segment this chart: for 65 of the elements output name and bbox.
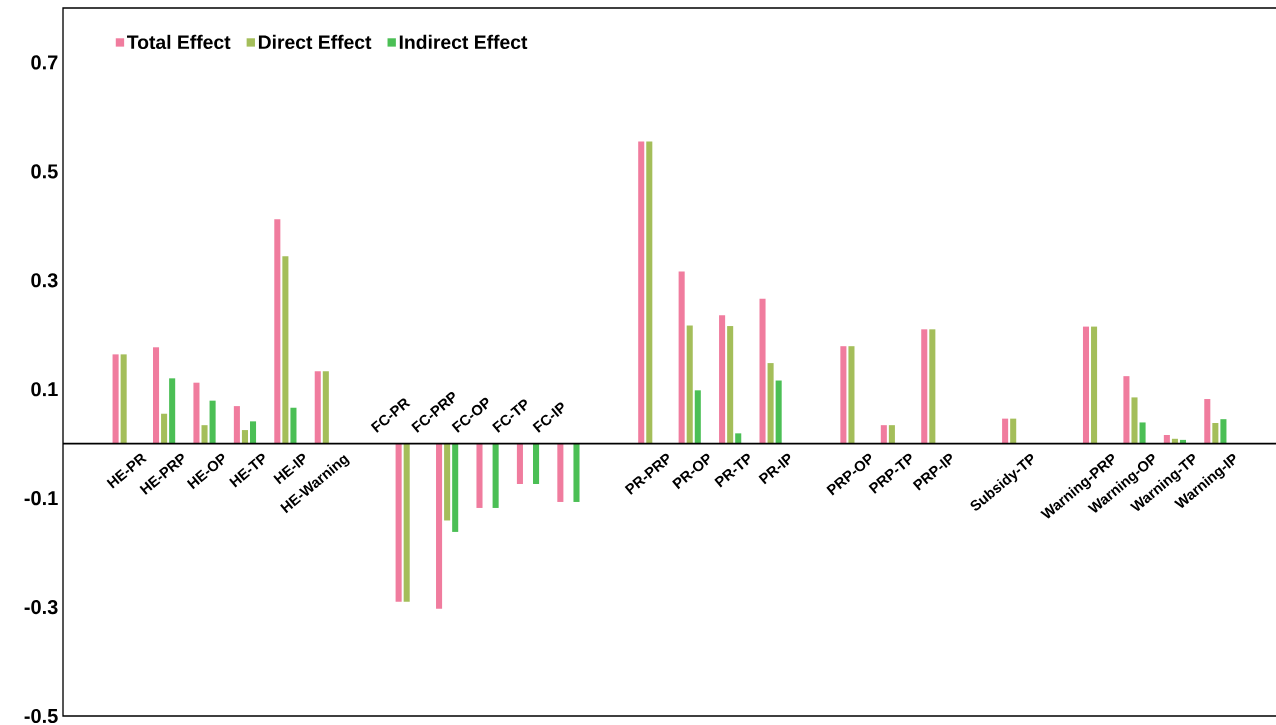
- bar: [1123, 376, 1130, 444]
- bar: [476, 443, 483, 508]
- bar: [759, 298, 766, 444]
- bar: [1091, 326, 1098, 444]
- bar: [848, 346, 855, 444]
- bar: [120, 354, 127, 444]
- bar: [233, 406, 240, 444]
- bar: [1212, 422, 1219, 444]
- bar: [241, 430, 248, 444]
- bar: [1002, 418, 1009, 444]
- bar: [573, 443, 580, 502]
- bar: [282, 256, 289, 444]
- bar: [735, 433, 742, 444]
- bar: [152, 347, 160, 444]
- bar: [112, 354, 119, 444]
- bar: [929, 329, 936, 444]
- bar: [452, 443, 459, 532]
- y-tick-label: 0.7: [31, 55, 58, 70]
- y-tick-label: 0.5: [31, 164, 58, 179]
- bar: [678, 271, 685, 444]
- bar: [161, 413, 168, 444]
- bar: [767, 363, 774, 444]
- bar: [646, 141, 653, 444]
- bar: [395, 443, 402, 602]
- bar: [436, 443, 443, 609]
- bar: [1010, 418, 1017, 444]
- legend-label: Indirect Effect: [399, 34, 528, 50]
- bar: [492, 443, 499, 508]
- bar: [1082, 326, 1090, 444]
- bar: [694, 390, 701, 444]
- bar: [533, 443, 540, 484]
- y-tick-label: 0.1: [31, 382, 58, 397]
- bar: [516, 443, 523, 484]
- bar: [201, 425, 208, 444]
- bar: [557, 443, 564, 502]
- y-tick-label: 0.3: [31, 273, 58, 288]
- legend-label: Direct Effect: [258, 34, 372, 50]
- bar: [193, 382, 200, 444]
- bar: [274, 219, 281, 444]
- bar: [169, 378, 176, 444]
- bar: [727, 326, 734, 444]
- bar: [444, 443, 451, 521]
- legend-label: Total Effect: [127, 34, 231, 50]
- bar: [775, 380, 782, 444]
- bar: [322, 371, 329, 444]
- bar: [686, 325, 693, 444]
- y-tick-label: -0.5: [24, 708, 58, 724]
- bar: [638, 141, 645, 444]
- bar: [403, 443, 410, 602]
- bar: [1220, 419, 1227, 444]
- bar: [840, 346, 847, 444]
- bar: [249, 421, 257, 444]
- bar: [290, 407, 297, 444]
- bar: [719, 315, 726, 444]
- bar: [921, 329, 928, 444]
- bar: [888, 425, 895, 444]
- y-tick-label: -0.1: [24, 491, 58, 506]
- bar: [1204, 399, 1211, 444]
- bar: [1139, 422, 1146, 444]
- bar: [314, 371, 321, 444]
- y-tick-label: -0.3: [24, 599, 58, 615]
- bar: [209, 400, 216, 444]
- bar: [880, 425, 887, 444]
- bar: [1131, 397, 1138, 444]
- bar: [1163, 434, 1170, 444]
